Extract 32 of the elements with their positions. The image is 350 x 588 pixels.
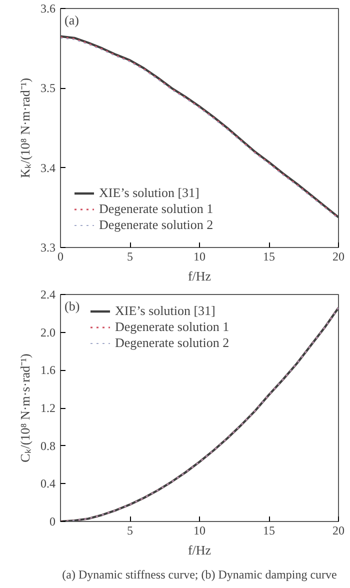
y-tick-label: 0.8 [40, 438, 56, 453]
y-tick-label: 3.6 [40, 2, 56, 16]
y-axis-title: Kₖ/(10⁸ N·m·rad⁻¹) [18, 78, 32, 178]
x-tick-label: 15 [263, 524, 275, 538]
x-axis-title: f/Hz [188, 542, 212, 558]
x-tick-label: 20 [332, 250, 344, 264]
x-tick-label: 10 [194, 524, 206, 538]
y-tick-label: 2.4 [40, 288, 56, 302]
y-tick-label: 3.4 [40, 160, 56, 175]
y-tick-label: 1.6 [40, 363, 56, 378]
annotation: (b) [64, 298, 80, 314]
legend-label: Degenerate solution 2 [115, 335, 230, 351]
legend-label: Degenerate solution 1 [99, 201, 214, 217]
y-tick-label: 0.4 [40, 476, 56, 491]
x-tick-label: 5 [127, 250, 133, 264]
x-tick-label: 5 [127, 524, 133, 538]
x-tick-label: 15 [263, 250, 275, 264]
y-axis-title: Cₖ/(10⁸ N·m·s·rad⁻¹) [18, 354, 32, 462]
annotation: (a) [64, 12, 79, 28]
legend-label: XIE’s solution [31] [99, 185, 200, 201]
y-tick-label: 3.3 [40, 240, 56, 254]
legend-label: XIE’s solution [31] [115, 303, 216, 319]
y-tick-label: 3.5 [40, 81, 56, 96]
legend-label: Degenerate solution 2 [99, 217, 214, 233]
y-tick-label: 2.0 [40, 325, 56, 340]
text: (a) Dynamic stiffness curve; (b) Dynamic damping curve [62, 568, 337, 582]
y-tick-label: 0 [50, 514, 56, 528]
x-tick-label: 20 [332, 524, 344, 538]
legend-label: Degenerate solution 1 [115, 319, 230, 335]
x-tick-label: 10 [194, 250, 206, 264]
y-tick-label: 1.2 [40, 401, 56, 415]
x-axis-title: f/Hz [188, 268, 212, 284]
